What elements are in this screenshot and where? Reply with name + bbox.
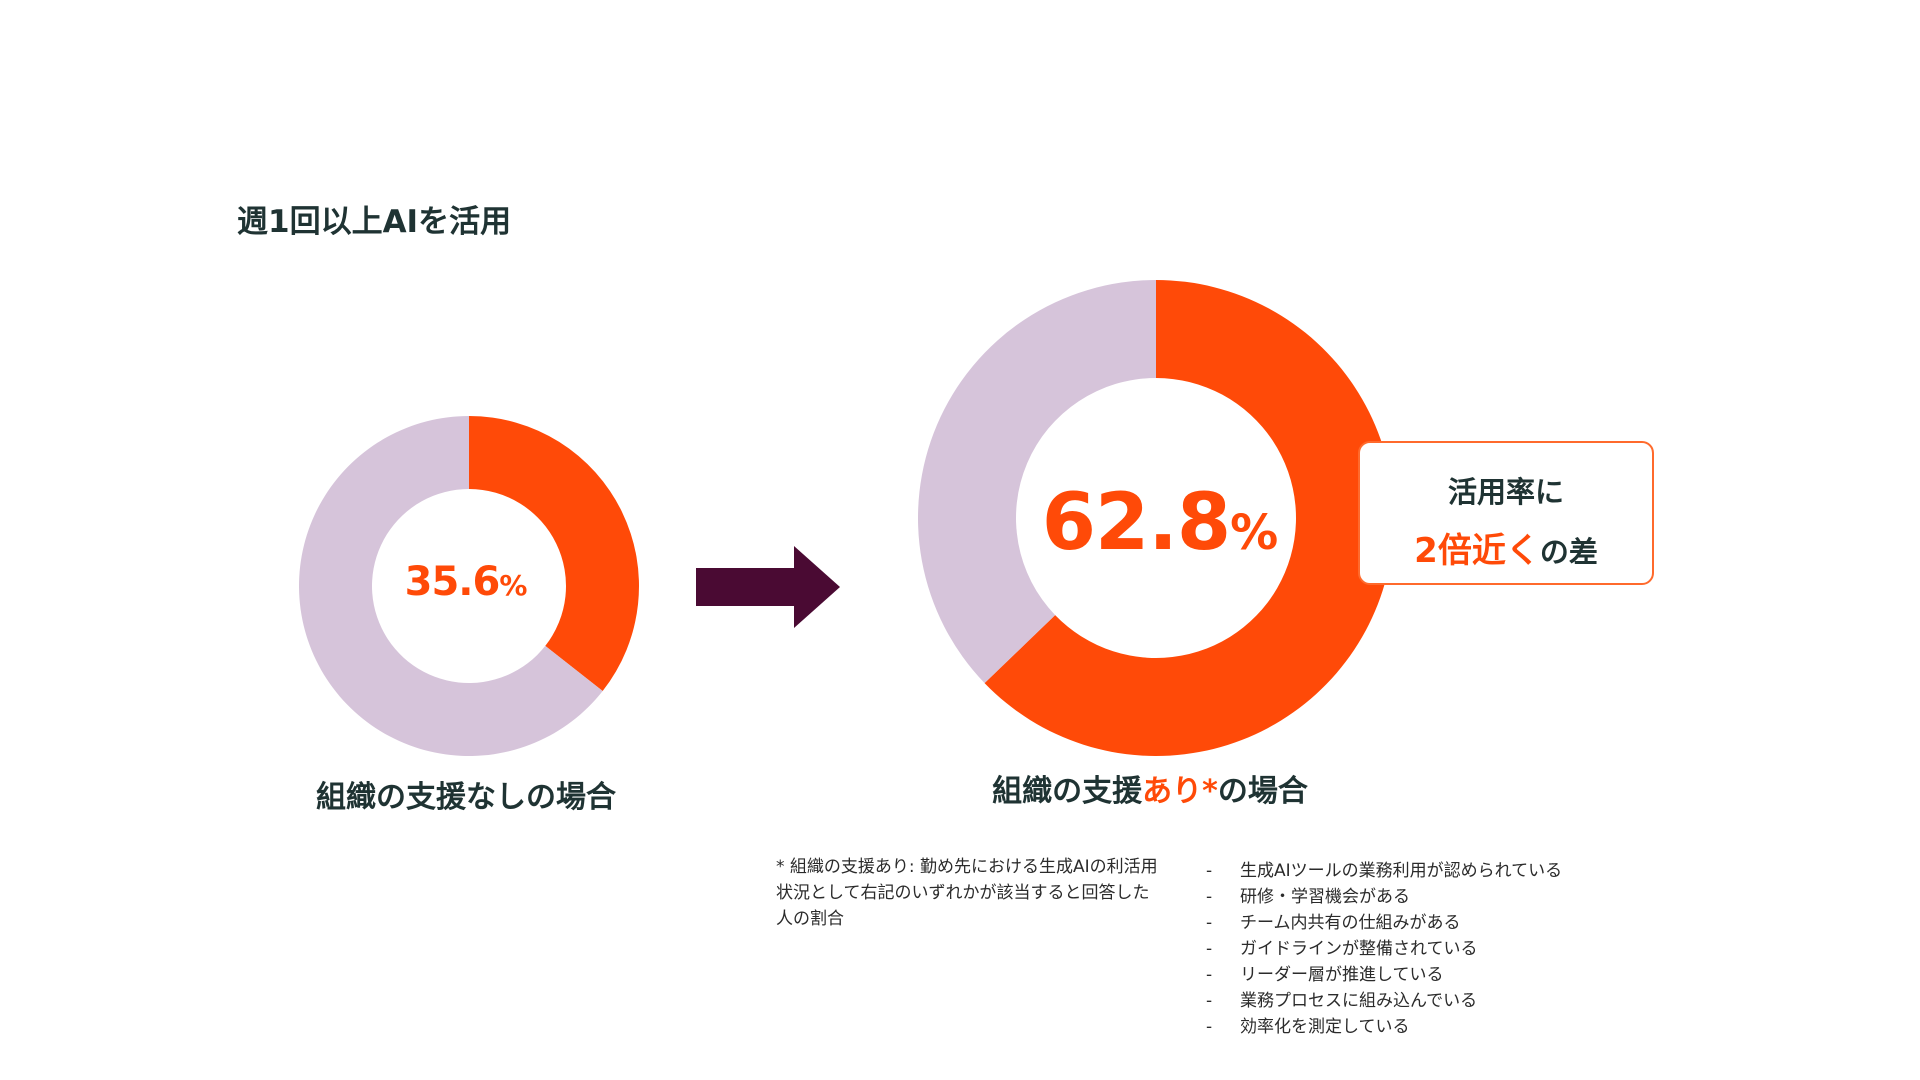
callout-line-1: 活用率に: [1447, 475, 1564, 509]
criteria-item: 生成AIツールの業務利用が認められている: [1204, 858, 1562, 884]
percent-unit: %: [499, 569, 528, 602]
criteria-item: リーダー層が推進している: [1204, 962, 1562, 988]
label-without-support: 組織の支援なしの場合: [316, 780, 616, 815]
donut-slice-remainder: [918, 280, 1156, 684]
donut-slice-value: [469, 416, 640, 692]
donut-chart-with-support: [918, 280, 1394, 756]
donut-slice-value: [984, 280, 1394, 756]
criteria-item: 業務プロセスに組み込んでいる: [1204, 988, 1562, 1014]
label-with-support: 組織の支援あり*の場合: [930, 766, 1370, 810]
criteria-item: チーム内共有の仕組みがある: [1204, 910, 1562, 936]
label-part: 組織の支援: [992, 774, 1143, 809]
footnote: * 組織の支援あり: 勤め先における生成AIの利活用状況として右記のいずれかが該…: [776, 857, 1158, 929]
right-arrow-icon: [696, 546, 840, 628]
label-part-accent: あり*: [1142, 774, 1218, 809]
callout-box: 活用率に 2倍近くの差: [1358, 441, 1654, 585]
criteria-item: ガイドラインが整備されている: [1204, 936, 1562, 962]
chart-heading: 週1回以上AIを活用: [237, 204, 512, 240]
donut-chart-without-support: [298, 416, 640, 756]
callout-accent: 2倍近く: [1414, 531, 1540, 571]
criteria-item: 効率化を測定している: [1204, 1014, 1562, 1040]
label-part: の場合: [1217, 774, 1308, 809]
criteria-item: 研修・学習機会がある: [1204, 884, 1562, 910]
percent-value: 35.6: [404, 559, 501, 605]
donut-slice-remainder: [298, 416, 603, 756]
percent-without-support: 35.6%: [366, 562, 566, 602]
callout-rest: の差: [1539, 535, 1598, 569]
percent-with-support: 62.8%: [1020, 484, 1300, 562]
support-criteria-list: 生成AIツールの業務利用が認められている 研修・学習機会がある チーム内共有の仕…: [1204, 858, 1562, 1040]
percent-unit: %: [1230, 505, 1279, 561]
callout-line-2: 2倍近くの差: [1360, 523, 1652, 572]
percent-value: 62.8: [1041, 478, 1231, 568]
